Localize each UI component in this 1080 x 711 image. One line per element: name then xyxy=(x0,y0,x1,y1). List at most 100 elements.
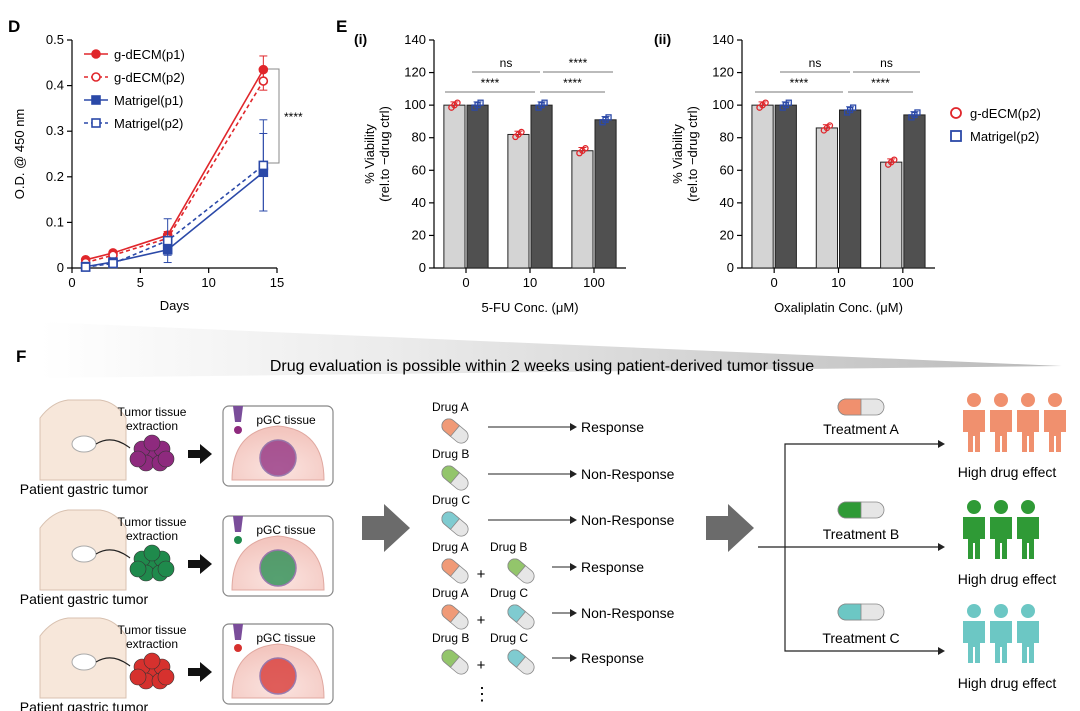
person-body xyxy=(1017,517,1039,559)
significance-label: **** xyxy=(481,76,500,90)
x-tick-label: 5 xyxy=(137,275,144,290)
series-line xyxy=(85,171,264,268)
bar xyxy=(880,161,903,269)
bar xyxy=(839,109,862,269)
capsule-half xyxy=(837,501,862,519)
extraction-label: Tumor tissue xyxy=(118,623,187,637)
bar xyxy=(507,133,530,269)
y-tick-label: 0.5 xyxy=(46,32,64,47)
response-arrow-head xyxy=(570,516,577,524)
capsule-half xyxy=(441,511,461,530)
capsule-half xyxy=(507,649,527,668)
x-tick-label: 15 xyxy=(270,275,284,290)
person-icon xyxy=(963,393,985,452)
drug-label: Drug A xyxy=(432,540,469,554)
significance-label: **** xyxy=(871,76,890,90)
effect-label: High drug effect xyxy=(958,571,1057,587)
drug-row: Drug A Response xyxy=(432,400,644,444)
tissue-label: pGC tissue xyxy=(256,523,316,537)
x-tick-label: 10 xyxy=(831,275,845,290)
x-tick-label: 0 xyxy=(462,275,469,290)
y-tick-label: 80 xyxy=(412,130,426,145)
person-icon xyxy=(990,393,1012,452)
plus-sign: + xyxy=(477,566,486,583)
legend-label: Matrigel(p1) xyxy=(114,93,183,108)
y-tick-label: 60 xyxy=(412,162,426,177)
branch-line-a xyxy=(758,443,940,548)
tumor-tissue-icon xyxy=(129,434,175,472)
person-body xyxy=(1044,410,1066,452)
replicate-point xyxy=(454,99,461,106)
y-tick-label: 120 xyxy=(712,65,734,80)
data-point xyxy=(108,258,118,269)
drug-capsule-icon xyxy=(441,649,469,675)
person-icon xyxy=(990,500,1012,559)
replicate-point xyxy=(849,104,857,111)
panel-label-e-i: (i) xyxy=(354,31,367,47)
person-head xyxy=(967,393,981,407)
drug-capsule-icon xyxy=(441,604,469,630)
treatment-group: Treatment A High drug effect xyxy=(823,393,1066,480)
tumor-cell xyxy=(143,434,161,452)
response-label: Response xyxy=(581,650,644,666)
x-tick-label: 100 xyxy=(583,275,605,290)
big-process-arrow xyxy=(706,504,754,552)
treatment-label: Treatment C xyxy=(822,630,899,646)
drug-capsule-icon xyxy=(441,511,469,537)
response-arrow-head xyxy=(570,654,577,662)
response-label: Non-Response xyxy=(581,605,675,621)
y-tick-label: 120 xyxy=(404,65,426,80)
treatment-label: Treatment A xyxy=(823,421,899,437)
pipette-icon xyxy=(233,516,243,532)
y-tick-label: 0.4 xyxy=(46,78,64,93)
y-axis-title: O.D. @ 450 nm xyxy=(12,109,27,200)
response-label: Non-Response xyxy=(581,512,675,528)
bar xyxy=(594,119,617,269)
person-head xyxy=(994,393,1008,407)
x-tick-label: 0 xyxy=(771,275,778,290)
treatment-label: Treatment B xyxy=(823,526,900,542)
branch-arrow-head xyxy=(938,543,945,551)
bar xyxy=(466,104,489,269)
tumor-cell xyxy=(129,560,147,578)
capsule-half xyxy=(441,465,461,484)
response-arrow-head xyxy=(570,423,577,431)
panel-label-d: D xyxy=(8,17,20,36)
person-icon xyxy=(963,500,985,559)
person-icon xyxy=(1017,393,1039,452)
process-arrow xyxy=(188,662,212,682)
workflow-diagram: Drug evaluation is possible within 2 wee… xyxy=(20,322,1066,711)
replicate-point xyxy=(518,128,525,136)
legend-marker xyxy=(91,49,101,59)
drug-label: Drug C xyxy=(432,493,470,507)
organoid xyxy=(259,657,297,695)
treatment-capsule-icon xyxy=(837,603,885,621)
tumor-cell xyxy=(157,668,175,686)
y-tick-label: 100 xyxy=(712,97,734,112)
capsule-half xyxy=(837,603,862,621)
response-arrow-head xyxy=(570,609,577,617)
y-axis-title: (rel.to −drug ctrl) xyxy=(377,106,392,202)
person-head xyxy=(1048,393,1062,407)
tumor-tissue-icon xyxy=(129,544,175,582)
tumor-cell xyxy=(143,652,161,670)
significance-label: ns xyxy=(880,56,893,70)
significance-label: **** xyxy=(569,56,588,70)
droplet-icon xyxy=(234,536,242,544)
response-label: Response xyxy=(581,559,644,575)
y-tick-label: 40 xyxy=(412,195,426,210)
y-tick-label: 0 xyxy=(419,260,426,275)
y-tick-label: 0.3 xyxy=(46,123,64,138)
legend-marker xyxy=(91,118,101,128)
drug-label: Drug B xyxy=(490,540,527,554)
x-axis-title: Oxaliplatin Conc. (μM) xyxy=(774,300,903,315)
data-point xyxy=(258,76,269,86)
extraction-label: Tumor tissue xyxy=(118,405,187,419)
person-body xyxy=(990,517,1012,559)
series-g-dECM(p1) xyxy=(80,55,269,265)
bar xyxy=(815,127,839,269)
legend-label: Matrigel(p2) xyxy=(970,129,1039,144)
pipette-icon xyxy=(233,624,243,640)
drug-capsule-icon xyxy=(441,558,469,584)
series-line xyxy=(85,80,265,264)
